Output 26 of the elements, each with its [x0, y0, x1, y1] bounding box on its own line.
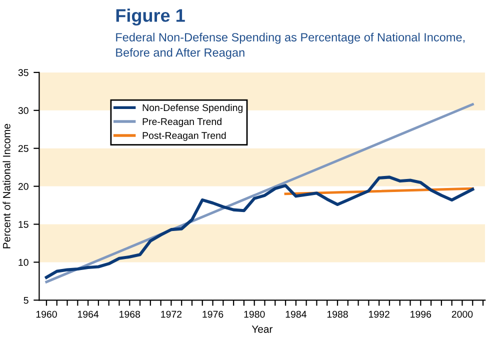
- y-axis-title: Percent of National Income: [2, 124, 10, 248]
- y-tick-label: 15: [18, 221, 28, 228]
- x-tick-label: 1988: [327, 310, 348, 318]
- y-tick-label: 20: [18, 183, 28, 190]
- x-axis-title: Year: [252, 326, 273, 333]
- y-tick-label: 35: [18, 69, 28, 76]
- y-tick-label: 25: [18, 145, 28, 152]
- y-tick-label: 30: [18, 107, 28, 114]
- legend-label: Pre-Reagan Trend: [142, 118, 222, 127]
- x-tick-label: 2000: [452, 310, 473, 318]
- x-tick-label: 1972: [161, 310, 182, 318]
- legend-label: Post-Reagan Trend: [142, 132, 226, 141]
- chart-subtitle: Federal Non-Defense Spending as Percentage of National Income, Before and After Reagan: [116, 32, 465, 60]
- x-tick-label: 1964: [78, 310, 99, 318]
- chart-title: Figure 1: [116, 8, 185, 26]
- x-tick-label: 1976: [202, 310, 224, 318]
- x-tick-label: 1960: [36, 310, 57, 318]
- line-series: [44, 176, 474, 279]
- y-tick-label: 10: [18, 258, 28, 266]
- x-tick-label: 1996: [410, 310, 432, 318]
- x-tick-label: 1992: [369, 310, 390, 318]
- y-tick-label: 5: [24, 296, 28, 304]
- x-tick-label: 1968: [120, 310, 140, 318]
- x-tick-label: 1980: [244, 310, 265, 318]
- legend-label: Non-Defense Spending: [142, 104, 243, 114]
- x-tick-label: 1984: [286, 310, 306, 318]
